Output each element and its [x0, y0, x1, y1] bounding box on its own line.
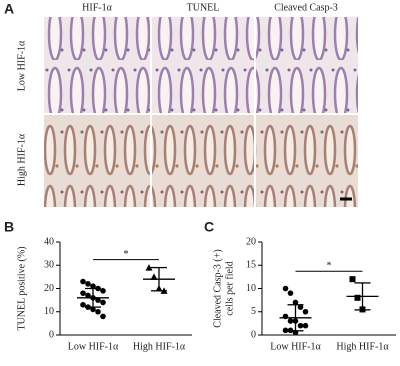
significance-label: *: [124, 249, 129, 260]
point: [302, 322, 309, 329]
micrograph: [44, 17, 150, 113]
y-tick-label: 5: [251, 306, 256, 317]
point: [95, 297, 101, 303]
point: [287, 290, 294, 296]
y-tick-label: 20: [44, 283, 54, 294]
point: [287, 318, 294, 324]
column-header: HIF-1α: [82, 2, 112, 13]
micrograph: [152, 17, 254, 113]
panel-label: B: [4, 219, 14, 235]
point: [297, 304, 304, 310]
y-tick-label: 10: [44, 306, 54, 317]
y-tick-label: 15: [246, 260, 256, 271]
point: [80, 278, 86, 285]
micrograph: [44, 115, 150, 207]
y-axis-label: TUNEL positive (%): [16, 246, 27, 330]
point: [282, 327, 289, 334]
panel-label: C: [204, 219, 214, 235]
point: [297, 322, 304, 329]
x-tick-label: High HIF-1α: [133, 341, 186, 352]
panel-label: A: [4, 1, 14, 17]
y-tick-label: 10: [246, 283, 256, 294]
point: [354, 294, 361, 301]
y-axis-label: cells per field: [224, 261, 235, 315]
significance-label: *: [327, 260, 332, 271]
point: [100, 313, 106, 320]
column-header: TUNEL: [187, 2, 220, 13]
point: [85, 292, 91, 299]
point: [100, 288, 106, 294]
y-tick-label: 0: [251, 329, 256, 340]
row-label: High HIF-1α: [16, 133, 27, 186]
point: [282, 285, 289, 292]
point: [145, 264, 153, 271]
y-axis-label: Cleaved Casp-3 (+): [212, 249, 223, 327]
point: [90, 283, 96, 289]
point: [302, 308, 309, 315]
point: [80, 301, 86, 308]
point: [85, 281, 91, 287]
micrograph: [256, 17, 358, 113]
x-tick-label: High HIF-1α: [336, 341, 389, 352]
point: [349, 276, 356, 283]
point: [100, 299, 106, 306]
row-label: Low HIF-1α: [16, 40, 27, 91]
column-header: Cleaved Casp-3: [274, 2, 338, 13]
y-tick-label: 20: [246, 236, 256, 247]
y-tick-label: 0: [49, 329, 54, 340]
x-tick-label: Low HIF-1α: [270, 341, 321, 352]
point: [90, 306, 96, 313]
y-tick-label: 40: [44, 236, 54, 247]
micrograph: [152, 115, 254, 207]
point: [80, 290, 86, 296]
micrograph: [256, 115, 358, 207]
point: [95, 308, 101, 315]
point: [150, 273, 158, 280]
y-tick-label: 30: [44, 260, 54, 271]
x-tick-label: Low HIF-1α: [68, 341, 119, 352]
point: [292, 299, 299, 306]
